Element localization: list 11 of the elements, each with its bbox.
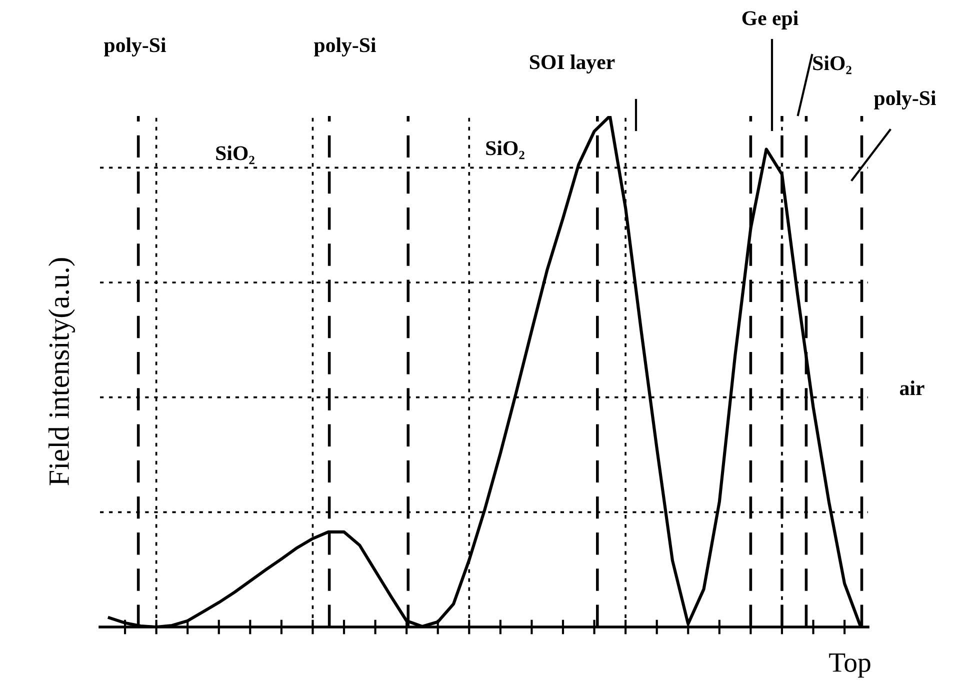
text: Ge epi [742, 10, 798, 30]
text: poly-Si [314, 38, 376, 56]
text: poly-Si [874, 90, 936, 110]
x-axis-title: Top [829, 653, 870, 678]
text: SOI layer [530, 54, 615, 74]
annotation: SiO₂ [216, 146, 254, 164]
text: air [900, 380, 924, 396]
text: SiO₂ [813, 56, 852, 74]
text: poly-Si [104, 38, 166, 56]
y-axis-title: Field intensity(a.u.) [48, 258, 75, 486]
annotation: SiO₂ [486, 140, 524, 160]
